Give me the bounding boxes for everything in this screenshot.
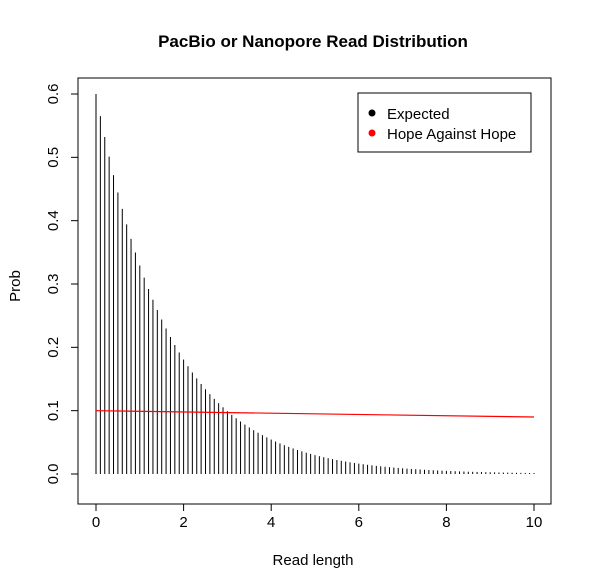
y-tick-label: 0.0 [45,464,62,485]
expected-series [95,94,535,474]
x-tick-label: 6 [355,514,363,531]
y-tick-label: 0.6 [45,84,62,105]
y-axis-label: Prob [7,270,24,302]
legend-label-hope: Hope Against Hope [387,126,516,143]
y-tick-label: 0.3 [45,274,62,295]
legend: Expected Hope Against Hope [357,92,532,153]
x-tick-label: 10 [526,514,543,531]
x-tick-label: 2 [179,514,187,531]
hope-against-hope-series [95,410,535,418]
legend-marker-hope [368,129,376,137]
y-tick-label: 0.5 [45,147,62,168]
y-tick-label: 0.2 [45,337,62,358]
x-axis: 0 2 4 6 8 10 [92,503,543,531]
x-tick-label: 4 [267,514,275,531]
x-axis-label: Read length [273,552,354,569]
y-tick-label: 0.1 [45,400,62,421]
y-tick-label: 0.4 [45,210,62,231]
chart-title: PacBio or Nanopore Read Distribution [158,32,468,51]
x-tick-label: 8 [442,514,450,531]
legend-box [357,92,532,153]
legend-marker-expected [368,109,376,117]
legend-label-expected: Expected [387,106,450,123]
y-axis: 0.0 0.1 0.2 0.3 0.4 0.5 0.6 [45,84,79,485]
x-tick-label: 0 [92,514,100,531]
